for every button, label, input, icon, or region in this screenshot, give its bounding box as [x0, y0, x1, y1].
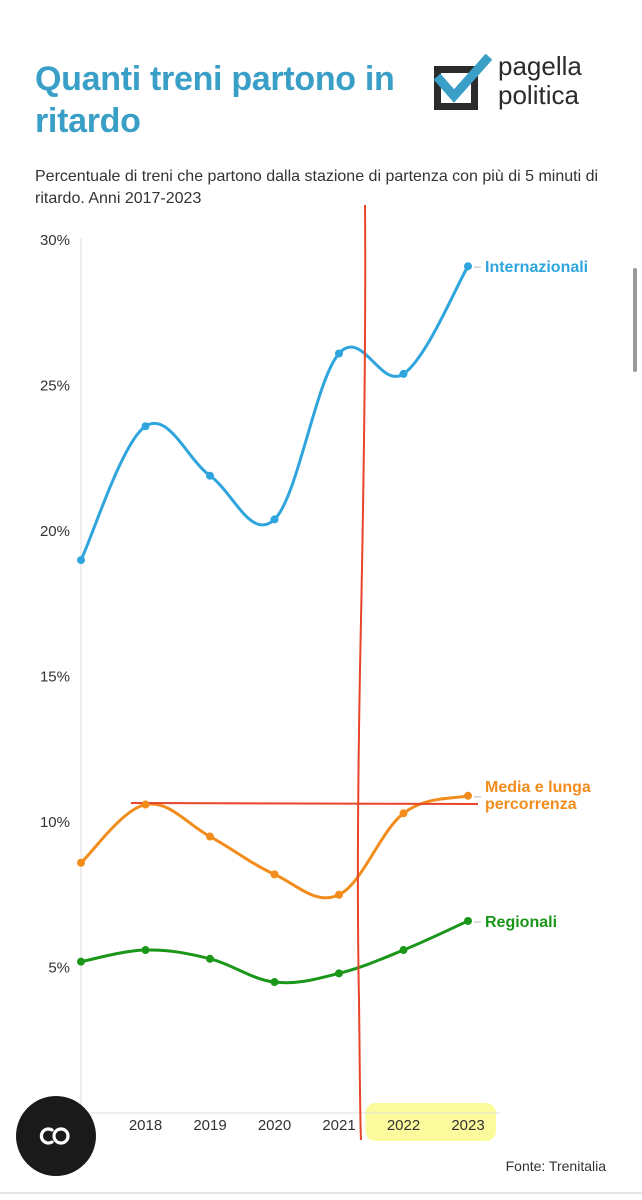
data-point	[141, 946, 150, 955]
bottom-divider	[0, 1192, 642, 1194]
source-note: Fonte: Trenitalia	[505, 1158, 606, 1174]
data-point	[464, 791, 472, 800]
x-tick-label: 2021	[322, 1117, 355, 1134]
axis-layer: 5%10%15%20%25%30%17201820192020202120222…	[40, 232, 500, 1134]
y-tick-label: 20%	[40, 523, 70, 540]
data-point	[77, 957, 85, 966]
data-point	[464, 262, 472, 271]
data-point	[77, 556, 85, 565]
data-point	[464, 916, 472, 925]
annotation-layer	[130, 204, 479, 1141]
logo-line-2: politica	[498, 80, 579, 110]
infinity-icon	[39, 1127, 70, 1145]
x-tick-label: 2020	[258, 1117, 291, 1134]
chart-title: Quanti treni partono in ritardo	[35, 60, 395, 140]
data-point	[270, 978, 279, 987]
y-tick-label: 15%	[40, 669, 70, 686]
series-line	[79, 794, 470, 900]
checkbox-icon	[433, 54, 492, 110]
data-point	[399, 809, 408, 818]
y-tick-label: 25%	[40, 378, 70, 395]
logo-line-1: pagella	[498, 51, 582, 81]
x-tick-label: 2018	[129, 1117, 162, 1134]
x-tick-label: 2023	[451, 1117, 484, 1134]
logo-text: pagella politica	[498, 52, 582, 110]
series-label: Internazionali	[485, 259, 588, 276]
vertical-annotation-line	[356, 204, 367, 1141]
chart-subtitle: Percentuale di treni che partono dalla s…	[35, 168, 599, 207]
data-point	[399, 946, 408, 955]
data-point	[206, 832, 214, 841]
floating-action-button[interactable]	[16, 1096, 96, 1176]
pagella-politica-logo: pagella politica	[430, 52, 610, 114]
horizontal-annotation-line	[130, 802, 479, 805]
data-point	[335, 890, 343, 899]
data-point	[206, 471, 214, 480]
scrollbar-thumb[interactable]	[633, 268, 637, 372]
data-point	[335, 969, 343, 978]
data-point	[141, 422, 150, 431]
data-point	[206, 954, 214, 963]
series-label: percorrenza	[485, 796, 577, 813]
x-tick-label: 2022	[387, 1117, 420, 1134]
y-tick-label: 10%	[40, 814, 70, 831]
data-point	[270, 515, 279, 524]
y-tick-label: 5%	[48, 960, 70, 977]
series-label: Media e lunga	[485, 779, 591, 796]
x-tick-label: 2019	[193, 1117, 226, 1134]
data-point	[141, 800, 150, 809]
data-point	[77, 858, 85, 867]
data-point	[270, 870, 279, 879]
point-layer	[77, 262, 472, 987]
series-line	[79, 919, 470, 985]
y-tick-label: 30%	[40, 232, 70, 249]
data-point	[335, 349, 343, 358]
series-label: Regionali	[485, 914, 557, 931]
data-point	[399, 369, 408, 378]
